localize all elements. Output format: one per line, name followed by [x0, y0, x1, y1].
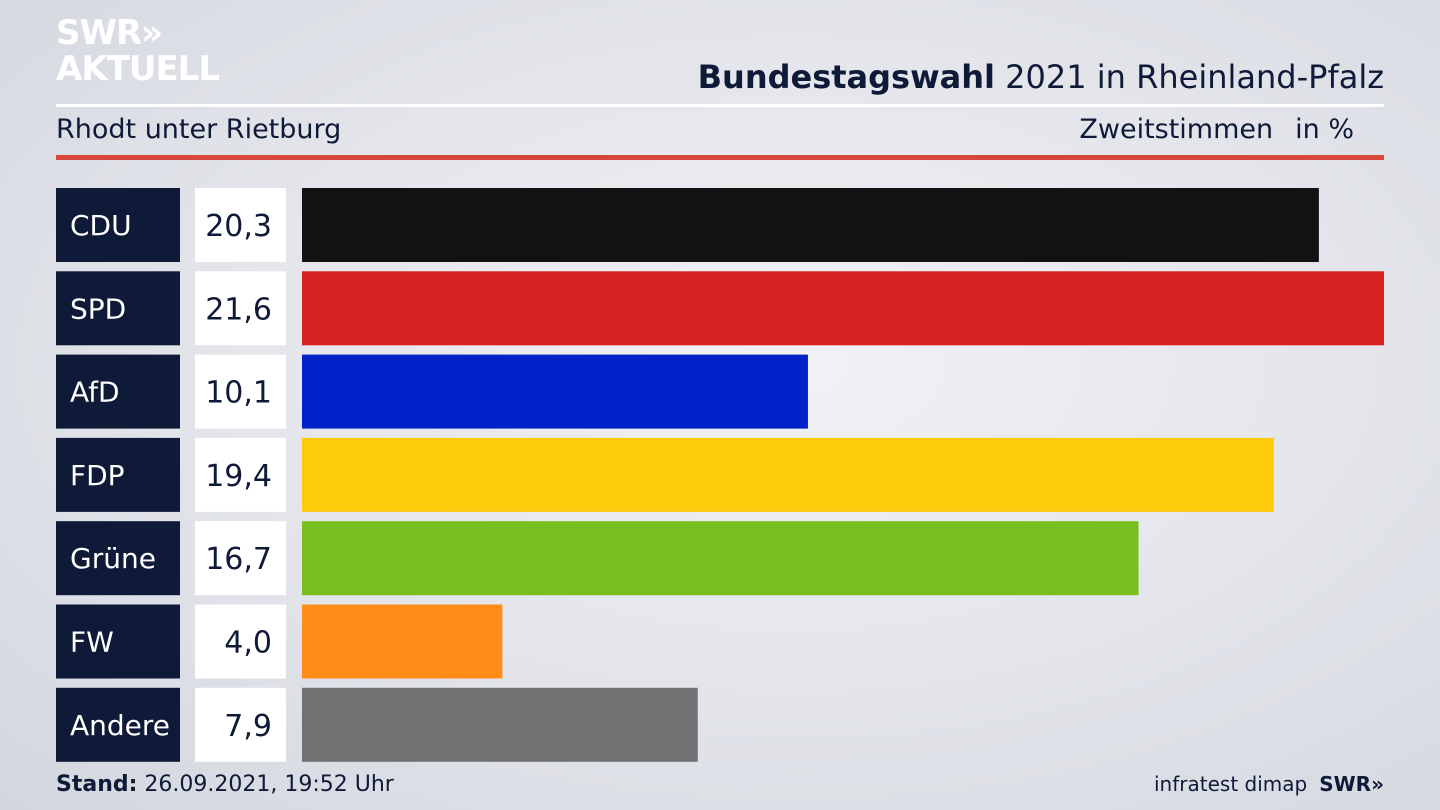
source-credit: infratest dimap SWR»	[1154, 772, 1384, 796]
value-label-cdu: 20,3	[205, 209, 272, 244]
bar-cdu	[302, 188, 1319, 262]
value-label-afd: 10,1	[205, 376, 272, 411]
bar-andere	[302, 687, 698, 762]
title-bold: Bundestagswahl	[697, 58, 995, 96]
swr-brand-logo: SWR»	[1319, 772, 1384, 796]
party-label-spd: SPD	[70, 292, 126, 325]
timestamp-value: 26.09.2021, 19:52 Uhr	[137, 772, 394, 797]
logo-aktuell-text: AKTUELL	[56, 49, 220, 89]
measure-label: Zweitstimmen in %	[1079, 114, 1354, 145]
value-box-gr-ne	[195, 521, 286, 596]
timestamp: Stand: 26.09.2021, 19:52 Uhr	[56, 772, 394, 797]
party-box-andere	[56, 687, 180, 762]
timestamp-label: Stand:	[56, 772, 138, 797]
party-label-fdp: FDP	[70, 459, 125, 492]
title-rest: 2021 in Rheinland-Pfalz	[995, 58, 1384, 96]
party-label-andere: Andere	[70, 709, 170, 742]
accent-divider	[56, 155, 1384, 160]
page-title: Bundestagswahl 2021 in Rheinland-Pfalz	[698, 58, 1384, 96]
value-box-fw	[195, 604, 286, 679]
bar-fw	[302, 604, 503, 679]
value-label-fw: 4,0	[224, 626, 272, 661]
bar-gr-ne	[302, 521, 1139, 596]
swr-aktuell-logo: SWR» AKTUELL	[56, 13, 220, 89]
party-box-afd	[56, 354, 180, 429]
party-label-gr-ne: Grüne	[70, 542, 156, 575]
logo-swr-text: SWR»	[56, 13, 163, 53]
value-box-spd	[195, 271, 286, 346]
value-box-fdp	[195, 437, 286, 512]
value-box-cdu	[195, 188, 286, 262]
measure-unit: in %	[1295, 114, 1354, 145]
bar-afd	[302, 354, 808, 429]
party-box-cdu	[56, 188, 180, 262]
party-box-gr-ne	[56, 521, 180, 596]
party-box-fw	[56, 604, 180, 679]
value-label-andere: 7,9	[224, 709, 272, 744]
source-name: infratest dimap	[1154, 772, 1308, 796]
party-label-afd: AfD	[70, 376, 120, 409]
municipality-label: Rhodt unter Rietburg	[56, 114, 342, 145]
value-box-andere	[195, 687, 286, 762]
bar-fdp	[302, 437, 1274, 512]
bar-spd	[302, 271, 1384, 346]
value-label-spd: 21,6	[205, 292, 272, 327]
party-label-fw: FW	[70, 626, 114, 659]
party-box-fdp	[56, 437, 180, 512]
measure-name: Zweitstimmen	[1079, 114, 1274, 145]
header-divider	[56, 104, 1384, 107]
value-label-gr-ne: 16,7	[205, 542, 272, 577]
value-box-afd	[195, 354, 286, 429]
value-label-fdp: 19,4	[205, 459, 272, 494]
party-box-spd	[56, 271, 180, 346]
party-label-cdu: CDU	[70, 209, 132, 242]
